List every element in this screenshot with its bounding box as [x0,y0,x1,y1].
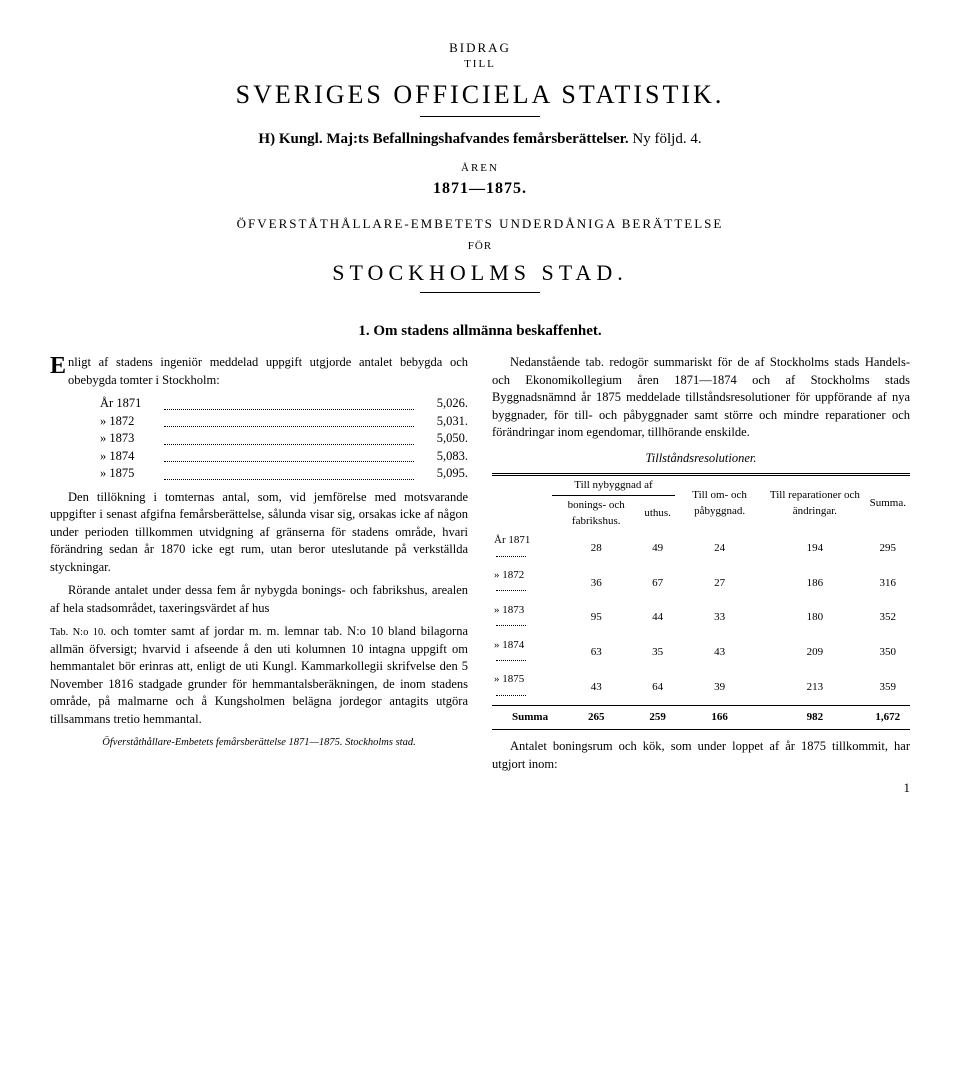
year-row: År 1871 5,026. [100,395,468,413]
cell: 259 [640,706,675,730]
main-title: SVERIGES OFFICIELA STATISTIK. [50,80,910,110]
year-row: » 1875 5,095. [100,465,468,483]
table-row: » 1875 43 64 39 213 359 [492,670,910,705]
years-range: 1871—1875. [50,180,910,198]
left-column: Enligt af stadens ingeniör meddelad uppg… [50,354,468,798]
embetets-line: ÖFVERSTÅTHÅLLARE-EMBETETS UNDERDÅNIGA BE… [50,216,910,232]
divider [420,292,540,293]
paragraph: Den tillökning i tomternas antal, som, v… [50,489,468,577]
cell: 352 [866,601,910,636]
year-label: » 1873 [100,430,160,448]
cell: 63 [552,636,640,671]
footnote: Öfverståthållare-Embetets femårsberättel… [50,736,468,751]
cell: 39 [675,670,764,705]
cell: 95 [552,601,640,636]
year-row: » 1874 5,083. [100,448,468,466]
cell: 27 [675,566,764,601]
th-om: Till om- och påbyggnad. [675,475,764,532]
th-summa: Summa. [866,475,910,532]
cell: 209 [764,636,865,671]
table-row: » 1873 95 44 33 180 352 [492,601,910,636]
paragraph: Nedanstående tab. redogör summariskt för… [492,354,910,442]
resolutions-table: Till nybyggnad af Till om- och påbyggnad… [492,473,910,730]
right-column: Nedanstående tab. redogör summariskt för… [492,354,910,798]
th-bonings: bonings- och fabrikshus. [552,496,640,531]
cell: 43 [552,670,640,705]
header-bidrag: BIDRAG [50,40,910,56]
cell: » 1874 [494,639,524,651]
cell: 28 [552,531,640,566]
subtitle-row: H) Kungl. Maj:ts Befallningshafvandes fe… [50,131,910,148]
header-till: TILL [50,58,910,70]
cell: 295 [866,531,910,566]
cell: 64 [640,670,675,705]
subtitle-main: Befallningshafvandes femårsberättelser. [373,131,629,147]
summa-label: Summa [492,706,552,730]
cell: » 1875 [494,673,524,685]
paragraph: Enligt af stadens ingeniör meddelad uppg… [50,354,468,389]
table-row: » 1874 63 35 43 209 350 [492,636,910,671]
cell: 67 [640,566,675,601]
th-uthus: uthus. [640,496,675,531]
year-value: 5,083. [418,448,468,466]
year-value: 5,031. [418,413,468,431]
year-label: År 1871 [100,395,160,413]
cell: 186 [764,566,865,601]
subtitle-prefix: H) Kungl. Maj:ts [258,131,368,147]
cell: 49 [640,531,675,566]
cell: 166 [675,706,764,730]
section-title: 1. Om stadens allmänna beskaffenhet. [50,323,910,340]
cell: 1,672 [866,706,910,730]
year-row: » 1873 5,050. [100,430,468,448]
aren-label: ÅREN [50,162,910,174]
paragraph: Antalet boningsrum och kök, som under lo… [492,738,910,773]
p1-text: nligt af stadens ingeniör meddelad uppgi… [68,355,468,387]
year-label: » 1872 [100,413,160,431]
year-value: 5,095. [418,465,468,483]
year-row: » 1872 5,031. [100,413,468,431]
cell: 24 [675,531,764,566]
page-number: 1 [492,779,910,797]
cell: 982 [764,706,865,730]
table-row: År 1871 28 49 24 194 295 [492,531,910,566]
year-value: 5,026. [418,395,468,413]
for-label: FÖR [50,240,910,252]
tab-note: Tab. N:o 10. [50,627,106,638]
cell: 43 [675,636,764,671]
cell: 350 [866,636,910,671]
cell: » 1873 [494,604,524,616]
paragraph: Rörande antalet under dessa fem år nybyg… [50,582,468,617]
paragraph: Tab. N:o 10. och tomter samt af jordar m… [50,623,468,728]
cell: 33 [675,601,764,636]
year-list: År 18715,026. » 18725,031. » 18735,050. … [100,395,468,483]
year-label: » 1875 [100,465,160,483]
year-value: 5,050. [418,430,468,448]
cell: 35 [640,636,675,671]
th-group: Till nybyggnad af [552,475,675,496]
cell: 44 [640,601,675,636]
cell: 213 [764,670,865,705]
year-label: » 1874 [100,448,160,466]
cell: År 1871 [494,534,530,546]
cell: 180 [764,601,865,636]
cell: 194 [764,531,865,566]
cell: » 1872 [494,569,524,581]
cell: 359 [866,670,910,705]
cell: 36 [552,566,640,601]
dropcap: E [50,354,66,378]
cell: 265 [552,706,640,730]
summa-row: Summa 265 259 166 982 1,672 [492,706,910,730]
th-rep: Till repara­tioner och ändringar. [764,475,865,532]
table-row: » 1872 36 67 27 186 316 [492,566,910,601]
city-title: STOCKHOLMS STAD. [50,260,910,286]
p3b-text: och tomter samt af jordar m. m. lemnar t… [50,624,468,726]
ny-foljd: Ny följd. 4. [632,131,701,147]
table-title: Tillståndsresolutioner. [492,450,910,468]
divider [420,116,540,117]
cell: 316 [866,566,910,601]
